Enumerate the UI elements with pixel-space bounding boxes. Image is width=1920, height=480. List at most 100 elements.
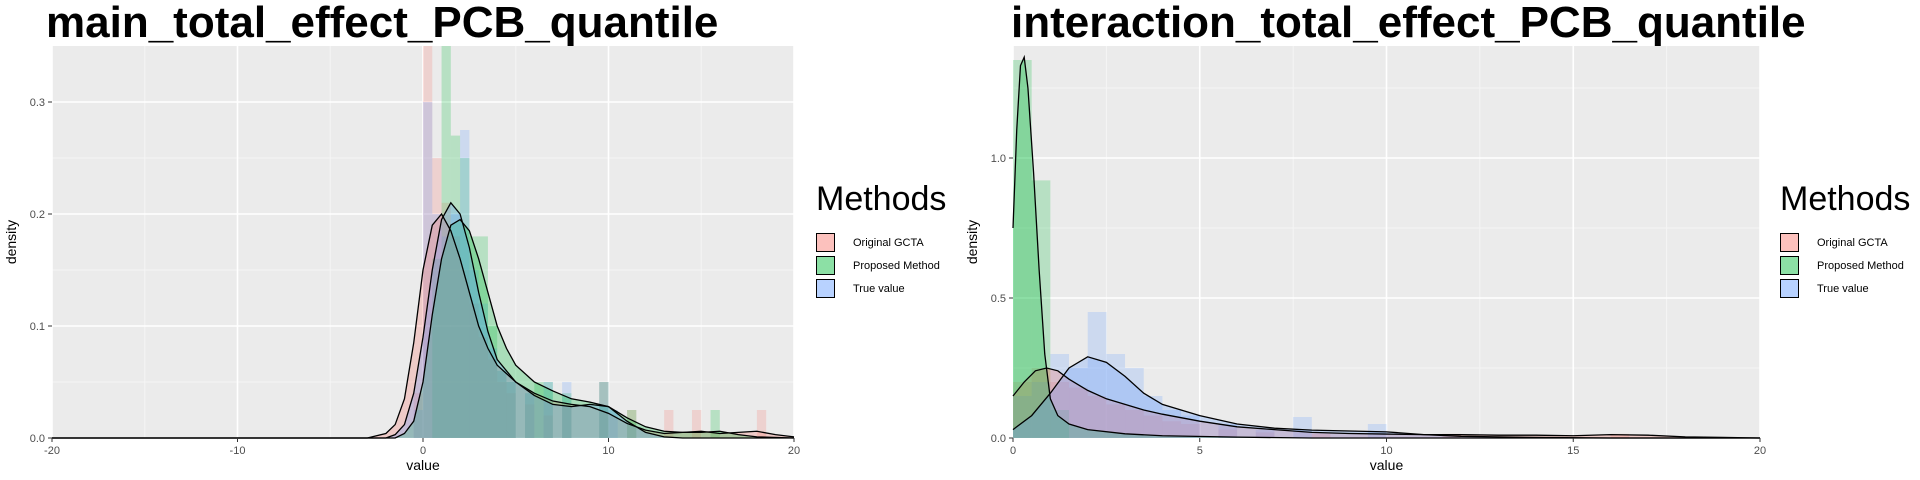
y-axis-title: density — [964, 220, 980, 264]
histogram-bar — [487, 348, 498, 438]
histogram-bar — [1143, 396, 1163, 438]
histogram-bar — [1255, 429, 1275, 438]
histogram-true-value — [413, 102, 618, 438]
x-tick-label: -10 — [230, 445, 246, 457]
y-tick-label: 0.0 — [30, 433, 45, 445]
legend-label: Proposed Method — [853, 259, 940, 272]
histogram-bar — [460, 270, 470, 438]
histogram-bar — [1013, 396, 1032, 438]
histogram-bar — [1050, 410, 1070, 438]
histogram-bar — [562, 382, 572, 438]
legend-key-proposed-method — [1780, 256, 1799, 275]
histogram-bar — [460, 158, 470, 438]
histogram-bar — [497, 370, 507, 438]
histogram-bar — [608, 410, 618, 438]
histogram-bar — [497, 382, 507, 438]
histogram-bar — [543, 382, 553, 438]
histogram-bar — [1143, 415, 1163, 438]
legend-title: Methods — [816, 180, 947, 218]
histogram-bar — [506, 382, 516, 438]
chart-title: main_total_effect_PCB_quantile — [46, 0, 719, 47]
x-tick-label: 20 — [788, 445, 800, 457]
legend-item-proposed-method: Proposed Method — [816, 254, 946, 277]
legend-key-true-value — [816, 279, 835, 298]
histogram-bar — [1162, 421, 1182, 438]
histogram-bar — [599, 382, 609, 438]
histogram-bar — [534, 382, 544, 438]
histogram-bar — [1181, 415, 1200, 438]
x-tick-label: 10 — [602, 445, 614, 457]
density-area-true-value — [1013, 356, 1760, 438]
legend-label: Proposed Method — [1817, 259, 1904, 272]
x-axis-title: value — [1370, 457, 1404, 473]
density-line-proposed-method — [1012, 54, 1760, 439]
histogram-bar — [525, 404, 535, 438]
histogram-bar — [525, 393, 535, 438]
histogram-bar — [691, 410, 702, 438]
y-tick-label: 1.0 — [991, 153, 1006, 165]
histogram-proposed-method — [1013, 60, 1070, 438]
histogram-bar — [1050, 382, 1070, 438]
histogram-bar — [432, 158, 442, 438]
histogram-bar — [1181, 424, 1200, 438]
histogram-bar — [1125, 368, 1144, 438]
legend-key-proposed-method — [816, 256, 835, 275]
histogram-bar — [450, 236, 461, 438]
x-tick-label: 5 — [1197, 445, 1203, 457]
histogram-bar — [543, 382, 553, 438]
y-tick-label: 0.5 — [991, 293, 1006, 305]
chart-title: interaction_total_effect_PCB_quantile — [1011, 0, 1806, 47]
histogram-bar — [1218, 424, 1238, 438]
histogram-bar — [1087, 312, 1107, 438]
legend: Methods Original GCTA Proposed Method Tr… — [816, 180, 946, 300]
histogram-bar — [423, 46, 433, 438]
legend: Methods Original GCTA Proposed Method Tr… — [1780, 180, 1910, 300]
histogram-bar — [506, 393, 516, 438]
y-tick-label: 0.3 — [30, 97, 45, 109]
plot-area-main: -20 -10 0 10 20 0.0 0.1 0.2 0.3 value density — [3, 46, 800, 473]
histogram-bar — [506, 382, 516, 438]
histogram-original-gcta — [413, 46, 767, 438]
legend-item-true-value: True value — [1780, 277, 1910, 300]
legend-label: Original GCTA — [853, 236, 924, 249]
histogram-bar — [1013, 382, 1032, 438]
histogram-bar — [432, 214, 442, 438]
histogram-bar — [1031, 368, 1051, 438]
histogram-bar — [497, 370, 507, 438]
histogram-bar — [441, 202, 451, 438]
plot-area-interaction: 0 5 10 15 20 0.0 0.5 1.0 value density — [964, 46, 1766, 473]
histogram-bar — [710, 410, 720, 438]
histogram-bar — [525, 393, 535, 438]
histogram-true-value — [1013, 312, 1387, 438]
x-tick-label: 0 — [420, 445, 426, 457]
histogram-bar — [1106, 404, 1126, 438]
density-area-true-value — [52, 202, 794, 438]
histogram-bar — [756, 410, 767, 438]
density-line-original-gcta — [1012, 367, 1761, 439]
histogram-bar — [599, 382, 609, 438]
histogram-bar — [1106, 354, 1126, 438]
histogram-bar — [460, 130, 470, 438]
histogram-bar — [487, 326, 498, 438]
legend-label: True value — [1817, 282, 1869, 295]
histogram-bar — [478, 337, 488, 438]
legend-title: Methods — [1780, 180, 1911, 218]
histogram-bar — [1031, 180, 1051, 438]
legend-key-true-value — [1780, 279, 1799, 298]
histogram-bar — [469, 303, 479, 438]
x-tick-label: -20 — [44, 445, 60, 457]
histogram-bar — [478, 303, 488, 438]
panel-main-effect: main_total_effect_PCB_quantile -20 -10 0 10… — [3, 0, 946, 473]
histogram-bar — [413, 410, 423, 438]
histogram-bar — [1255, 432, 1275, 438]
histogram-bar — [450, 214, 461, 438]
density-area-original-gcta — [1013, 368, 1760, 438]
x-tick-label: 10 — [1380, 445, 1392, 457]
histogram-bar — [1218, 429, 1238, 438]
legend-item-original-gcta: Original GCTA — [1780, 231, 1910, 254]
histogram-bar — [1610, 433, 1630, 438]
legend-label: True value — [853, 282, 905, 295]
density-area-proposed-method — [52, 219, 794, 438]
legend-item-proposed-method: Proposed Method — [1780, 254, 1910, 277]
histogram-bar — [664, 410, 674, 438]
